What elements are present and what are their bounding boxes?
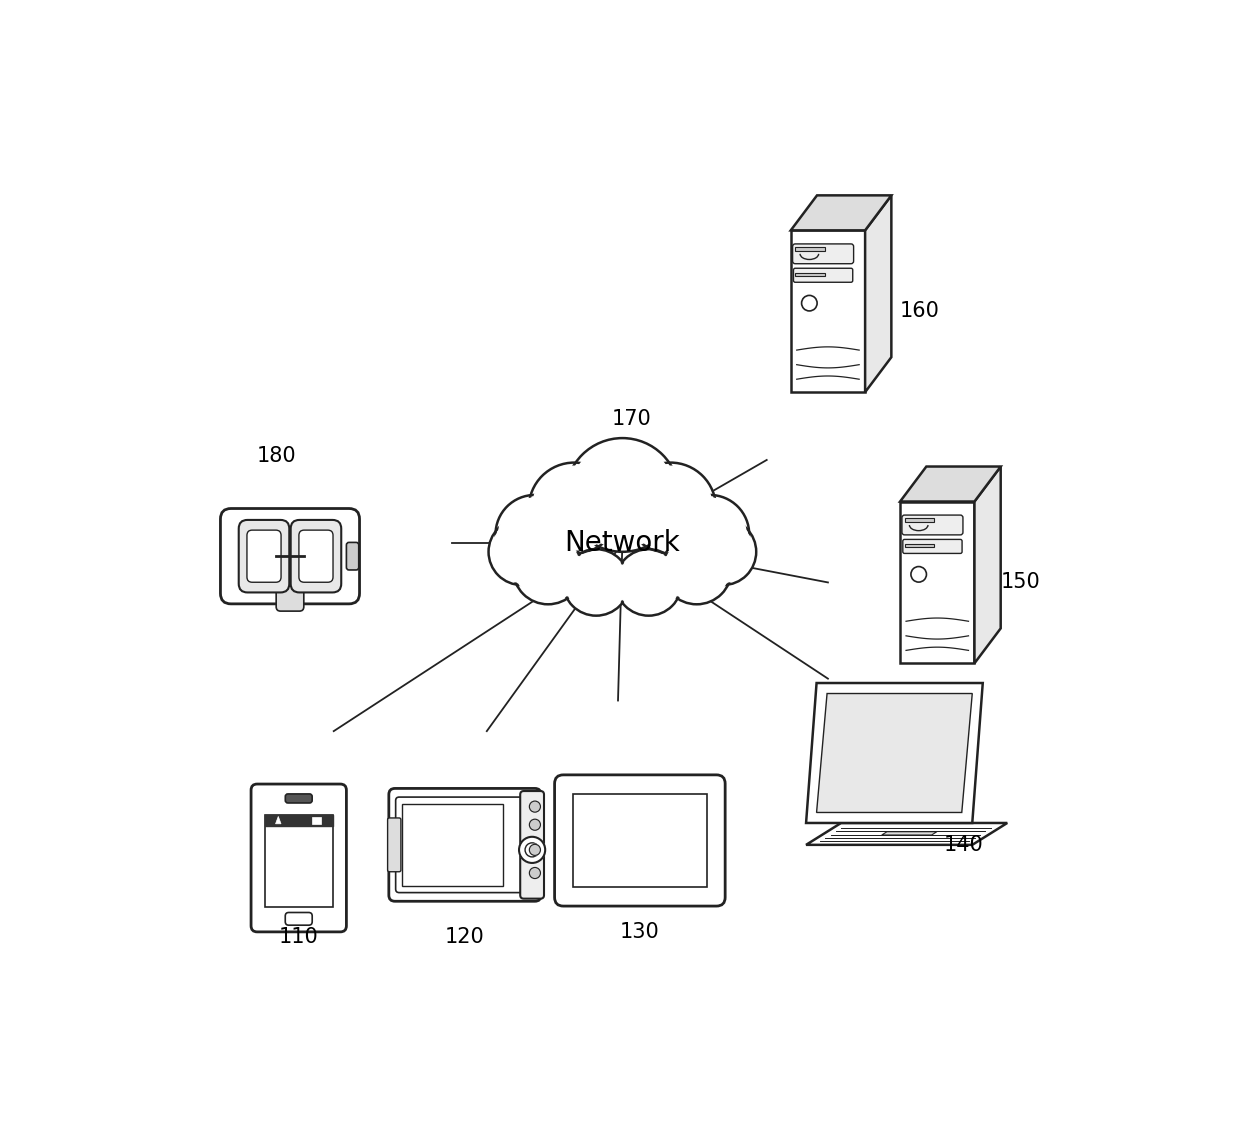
FancyBboxPatch shape xyxy=(396,797,534,893)
Circle shape xyxy=(615,549,682,616)
Text: 140: 140 xyxy=(944,835,983,855)
FancyBboxPatch shape xyxy=(239,520,289,593)
FancyBboxPatch shape xyxy=(277,586,304,611)
FancyBboxPatch shape xyxy=(521,791,544,899)
Text: 180: 180 xyxy=(257,445,296,466)
Circle shape xyxy=(911,567,926,582)
Circle shape xyxy=(618,552,680,613)
Text: 170: 170 xyxy=(611,409,651,429)
Circle shape xyxy=(565,552,626,613)
Circle shape xyxy=(570,443,675,548)
Circle shape xyxy=(532,466,616,550)
Circle shape xyxy=(629,466,712,550)
Polygon shape xyxy=(866,195,892,392)
Circle shape xyxy=(563,549,630,616)
Circle shape xyxy=(513,534,583,604)
FancyBboxPatch shape xyxy=(312,817,320,824)
Polygon shape xyxy=(806,822,1007,845)
Circle shape xyxy=(496,495,574,574)
Polygon shape xyxy=(817,693,972,812)
Circle shape xyxy=(529,868,541,878)
FancyBboxPatch shape xyxy=(264,815,332,907)
FancyBboxPatch shape xyxy=(402,803,502,886)
Circle shape xyxy=(498,498,572,570)
Circle shape xyxy=(665,537,729,601)
Polygon shape xyxy=(791,195,892,231)
Text: 150: 150 xyxy=(1001,573,1040,593)
Polygon shape xyxy=(900,467,1001,501)
Circle shape xyxy=(529,844,541,855)
Circle shape xyxy=(520,837,546,863)
Circle shape xyxy=(528,462,620,553)
Polygon shape xyxy=(975,467,1001,663)
FancyBboxPatch shape xyxy=(285,794,312,803)
FancyBboxPatch shape xyxy=(285,912,312,925)
Circle shape xyxy=(491,521,552,583)
Text: 160: 160 xyxy=(900,301,940,321)
Text: Network: Network xyxy=(564,529,681,557)
FancyBboxPatch shape xyxy=(388,818,401,871)
Text: 130: 130 xyxy=(620,922,660,943)
Circle shape xyxy=(662,534,732,604)
FancyBboxPatch shape xyxy=(389,788,541,901)
FancyBboxPatch shape xyxy=(247,531,281,583)
FancyBboxPatch shape xyxy=(221,509,360,604)
Text: 120: 120 xyxy=(445,927,485,946)
FancyBboxPatch shape xyxy=(904,518,934,521)
Text: 110: 110 xyxy=(279,927,319,946)
Circle shape xyxy=(689,518,756,585)
FancyBboxPatch shape xyxy=(299,531,334,583)
Circle shape xyxy=(529,819,541,830)
Circle shape xyxy=(489,518,556,585)
Circle shape xyxy=(692,521,754,583)
Circle shape xyxy=(529,801,541,812)
Circle shape xyxy=(673,498,746,570)
Polygon shape xyxy=(275,817,281,824)
Circle shape xyxy=(801,295,817,311)
FancyBboxPatch shape xyxy=(795,273,825,276)
FancyBboxPatch shape xyxy=(794,268,853,282)
FancyBboxPatch shape xyxy=(290,520,341,593)
Polygon shape xyxy=(900,501,975,663)
FancyBboxPatch shape xyxy=(573,794,707,887)
Circle shape xyxy=(516,537,580,601)
Polygon shape xyxy=(806,683,983,822)
Polygon shape xyxy=(882,832,937,835)
FancyBboxPatch shape xyxy=(554,775,725,907)
FancyBboxPatch shape xyxy=(792,244,853,264)
FancyBboxPatch shape xyxy=(903,540,962,553)
FancyBboxPatch shape xyxy=(901,515,963,535)
Circle shape xyxy=(671,495,749,574)
FancyBboxPatch shape xyxy=(250,784,346,932)
FancyBboxPatch shape xyxy=(904,544,934,546)
FancyBboxPatch shape xyxy=(795,247,825,251)
FancyBboxPatch shape xyxy=(346,542,358,570)
Circle shape xyxy=(565,438,680,552)
Circle shape xyxy=(625,462,715,553)
Polygon shape xyxy=(791,231,866,392)
